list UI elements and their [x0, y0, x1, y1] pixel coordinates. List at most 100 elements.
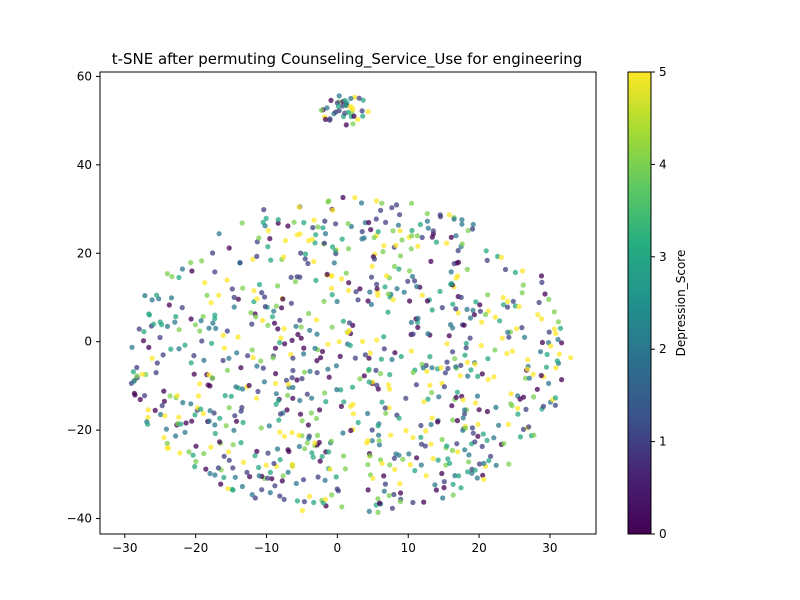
- scatter-point: [485, 292, 491, 298]
- scatter-point: [391, 455, 397, 461]
- scatter-point: [450, 301, 456, 307]
- scatter-point: [425, 225, 431, 231]
- scatter-point: [428, 441, 434, 447]
- scatter-point: [554, 358, 560, 364]
- scatter-point: [367, 350, 373, 356]
- scatter-point: [232, 474, 238, 480]
- scatter-point: [288, 300, 294, 306]
- scatter-point: [413, 382, 419, 388]
- scatter-point: [538, 273, 545, 279]
- scatter-point: [448, 281, 455, 287]
- scatter-point: [226, 457, 232, 463]
- scatter-point: [332, 248, 338, 254]
- scatter-point: [449, 403, 455, 409]
- scatter-point: [368, 274, 375, 280]
- scatter-point: [444, 443, 450, 449]
- scatter-point: [551, 326, 558, 332]
- scatter-point: [281, 496, 287, 502]
- scatter-point: [425, 331, 431, 337]
- scatter-point: [410, 435, 416, 441]
- scatter-point: [245, 353, 251, 359]
- scatter-point: [367, 453, 373, 459]
- scatter-point: [371, 256, 377, 262]
- scatter-point: [275, 217, 281, 223]
- chart-title: t-SNE after permuting Counseling_Service…: [112, 50, 583, 69]
- scatter-point: [376, 432, 382, 438]
- scatter-point: [412, 468, 418, 474]
- y-tick-label: 60: [77, 69, 92, 83]
- scatter-point: [365, 487, 371, 493]
- scatter-point: [201, 357, 207, 363]
- scatter-point: [306, 310, 312, 317]
- scatter-point: [200, 313, 206, 320]
- scatter-point: [491, 374, 497, 380]
- scatter-point: [453, 306, 459, 312]
- scatter-point: [157, 319, 163, 325]
- scatter-point: [229, 286, 235, 292]
- scatter-point: [319, 348, 326, 355]
- scatter-point: [316, 439, 322, 446]
- scatter-point: [201, 451, 207, 457]
- scatter-point: [385, 309, 391, 315]
- scatter-point: [209, 375, 216, 381]
- scatter-point: [301, 220, 307, 226]
- scatter-point: [485, 376, 491, 383]
- scatter-point: [207, 383, 213, 389]
- scatter-point: [231, 294, 237, 300]
- scatter-point: [329, 492, 335, 498]
- scatter-point: [568, 355, 574, 361]
- scatter-point: [279, 478, 285, 484]
- scatter-point: [327, 466, 333, 472]
- scatter-point: [366, 355, 372, 361]
- scatter-point: [324, 271, 330, 277]
- scatter-point: [252, 453, 258, 459]
- scatter-point: [145, 407, 151, 413]
- scatter-point: [273, 401, 279, 407]
- scatter-point: [397, 212, 403, 218]
- scatter-point: [254, 296, 260, 302]
- scatter-point: [555, 319, 562, 325]
- colorbar-tick-label: 1: [659, 435, 667, 449]
- scatter-point: [439, 470, 445, 477]
- scatter-point: [453, 233, 459, 239]
- scatter-point: [182, 429, 188, 435]
- scatter-point: [297, 231, 303, 237]
- scatter-point: [424, 298, 430, 304]
- scatter-point: [258, 425, 264, 431]
- scatter-point: [334, 298, 340, 305]
- scatter-point: [211, 410, 217, 416]
- scatter-point: [525, 357, 531, 363]
- scatter-point: [302, 251, 309, 257]
- scatter-point: [444, 240, 450, 246]
- scatter-point: [435, 419, 441, 425]
- scatter-point: [382, 405, 388, 411]
- scatter-point: [346, 280, 352, 286]
- scatter-point: [278, 335, 284, 341]
- colorbar-tick-label: 4: [659, 157, 667, 171]
- scatter-point: [288, 274, 294, 280]
- scatter-point: [129, 344, 135, 350]
- scatter-point: [336, 93, 342, 99]
- scatter-point: [481, 460, 487, 466]
- scatter-point: [220, 332, 226, 338]
- scatter-point: [212, 422, 218, 428]
- scatter-point: [131, 378, 137, 384]
- scatter-point: [256, 281, 263, 288]
- scatter-point: [142, 293, 148, 299]
- scatter-point: [206, 325, 212, 331]
- scatter-point: [453, 275, 459, 281]
- scatter-point: [314, 358, 320, 364]
- scatter-point: [212, 472, 218, 478]
- scatter-point: [345, 109, 351, 115]
- scatter-point: [322, 116, 329, 122]
- scatter-point: [154, 360, 160, 366]
- scatter-point: [386, 386, 393, 392]
- scatter-point: [282, 341, 288, 347]
- scatter-point: [346, 287, 352, 293]
- scatter-point: [309, 450, 315, 456]
- scatter-point: [345, 329, 351, 336]
- scatter-point: [526, 375, 533, 381]
- scatter-point: [376, 500, 383, 506]
- x-axis: −30 −20 −10 0 10 20 30: [112, 534, 558, 555]
- scatter-point: [366, 366, 372, 372]
